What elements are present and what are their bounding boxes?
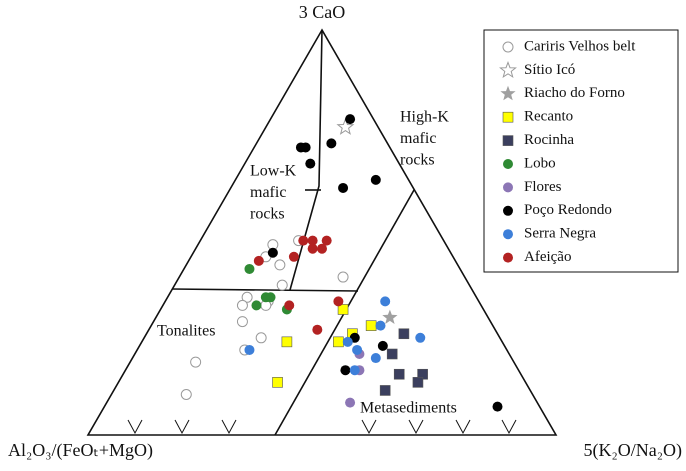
point (236, 316, 248, 328)
legend-label: Poço Redondo (524, 202, 612, 218)
point (267, 247, 278, 258)
point (379, 385, 391, 396)
legend-label: Lobo (524, 155, 556, 171)
point (307, 235, 318, 246)
point (274, 259, 286, 271)
point (253, 255, 264, 266)
point (190, 356, 202, 368)
point (345, 397, 356, 408)
field-boundary (289, 29, 323, 291)
point (370, 174, 381, 185)
legend-label: Sítio Icó (524, 62, 575, 78)
point (349, 365, 360, 376)
annotation: mafic (400, 130, 436, 147)
annotation: rocks (250, 206, 285, 223)
point (180, 389, 192, 400)
field-boundary (171, 288, 359, 292)
point (241, 291, 253, 303)
annotation: rocks (400, 152, 435, 169)
legend-box (483, 29, 679, 273)
point (340, 365, 351, 376)
point (352, 344, 363, 355)
point (503, 205, 513, 216)
point (382, 309, 398, 324)
annotation: Tonalites (157, 323, 215, 340)
point (281, 336, 293, 348)
point (503, 229, 513, 240)
annotation: Low-K (250, 163, 297, 180)
point (342, 336, 353, 347)
point (412, 377, 424, 388)
triangle (86, 28, 558, 436)
point (398, 328, 410, 340)
point (336, 117, 355, 135)
point (298, 235, 309, 246)
point (284, 300, 295, 311)
point (276, 279, 288, 291)
point (370, 353, 381, 364)
right-label: 5(K₂O/Na₂O) (583, 440, 682, 461)
point (393, 368, 405, 380)
legend-label: Cariris Velhos belt (524, 38, 636, 54)
point (255, 332, 267, 344)
point (503, 159, 513, 169)
left-label: Al₂O₃/(FeOₜ+MgO) (8, 440, 153, 461)
point (365, 320, 377, 331)
annotation: mafic (250, 184, 286, 201)
legend-label: Serra Negra (524, 226, 596, 242)
point (244, 263, 255, 274)
point (236, 299, 248, 311)
point (333, 336, 344, 348)
point (415, 332, 426, 343)
point (300, 142, 311, 153)
annotation: High-K (400, 109, 449, 126)
point (345, 114, 356, 125)
top-label: 3 CaO (299, 2, 346, 22)
point (265, 292, 276, 303)
point (380, 296, 391, 307)
point (317, 243, 327, 254)
tick-marks (127, 419, 517, 435)
legend-label: Afeição (524, 249, 571, 265)
point (288, 251, 299, 262)
point (338, 182, 349, 193)
point (326, 138, 337, 149)
point (272, 377, 283, 388)
point (502, 111, 514, 123)
annotation: Metasediments (360, 400, 457, 417)
point (321, 235, 332, 246)
point (386, 348, 398, 360)
point (244, 344, 255, 355)
point (500, 85, 516, 101)
point (333, 296, 344, 307)
legend-label: Rocinha (524, 132, 574, 148)
point (337, 304, 349, 315)
legend-label: Flores (524, 179, 562, 195)
point (503, 252, 513, 263)
point (503, 182, 513, 193)
point (377, 340, 388, 351)
point (337, 271, 349, 283)
legend-label: Recanto (524, 109, 573, 125)
legend-label: Riacho do Forno (524, 85, 625, 101)
point (499, 60, 517, 79)
point (312, 324, 323, 335)
point (251, 300, 262, 311)
point (307, 243, 318, 254)
point (502, 41, 514, 53)
point (375, 320, 386, 331)
point (305, 158, 316, 169)
point (502, 135, 514, 146)
point (492, 401, 503, 412)
